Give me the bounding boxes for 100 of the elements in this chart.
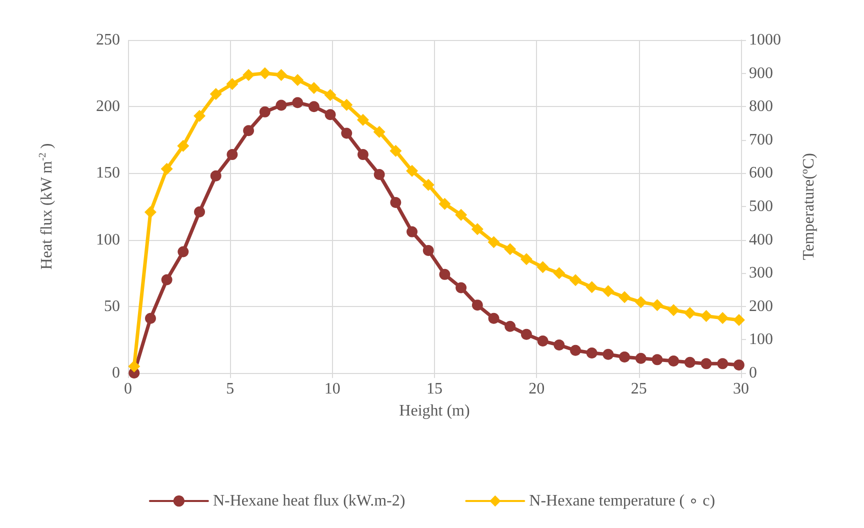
point [259, 106, 270, 118]
point [258, 67, 271, 80]
y2-tick-label: 300 [749, 264, 773, 282]
point [324, 109, 336, 120]
point [732, 314, 745, 326]
point [160, 162, 173, 175]
point [243, 125, 254, 136]
point [684, 356, 696, 368]
point [210, 88, 222, 100]
point [210, 170, 222, 182]
point [161, 274, 172, 286]
point [144, 206, 156, 218]
point [668, 304, 680, 316]
y-tick-label: 50 [104, 298, 120, 315]
point [586, 281, 598, 294]
point [635, 352, 646, 364]
point [602, 285, 614, 298]
y2-tick-label: 0 [749, 364, 757, 382]
point [390, 144, 402, 157]
legend-label: N-Hexane heat flux (kW.m-2) [212, 492, 406, 510]
point [520, 253, 532, 266]
y2-axis-title: Temperature(ºC) [800, 153, 818, 260]
x-tick-label: 25 [630, 380, 647, 398]
point [733, 360, 744, 371]
point [618, 291, 631, 304]
y2-tick-label: 600 [749, 164, 773, 182]
point [586, 348, 598, 359]
point [553, 267, 566, 280]
y-tick-label: 0 [112, 364, 120, 382]
point [569, 274, 582, 286]
point [471, 223, 484, 236]
point [356, 114, 369, 126]
point [520, 328, 532, 340]
point [340, 98, 353, 111]
point [275, 68, 288, 81]
point [652, 354, 663, 366]
x-tick-label: 30 [733, 380, 749, 398]
point [292, 97, 304, 108]
point [276, 100, 287, 111]
point [374, 169, 385, 180]
y2-tick-label: 400 [749, 231, 773, 248]
point [128, 360, 140, 372]
y2-tick-label: 500 [749, 198, 773, 215]
point [700, 310, 712, 322]
point [406, 226, 418, 238]
point [308, 82, 320, 94]
point [602, 348, 614, 360]
y2-tick-label: 900 [749, 64, 773, 82]
point [634, 296, 647, 308]
point [700, 358, 712, 370]
y2-tick-label: 100 [749, 331, 773, 348]
point [472, 300, 483, 311]
y2-tick-label: 700 [749, 131, 773, 148]
point [716, 312, 729, 324]
point [341, 128, 352, 139]
legend-label: N-Hexane temperature ( ∘ c) [529, 492, 716, 510]
point [438, 198, 451, 210]
point [242, 68, 255, 81]
y-tick-label: 200 [96, 98, 120, 116]
point [373, 126, 386, 138]
point [439, 268, 450, 280]
point [651, 299, 664, 312]
point [570, 344, 581, 356]
point [537, 336, 548, 347]
point [668, 356, 680, 367]
point [455, 208, 468, 221]
point [406, 164, 418, 177]
point [226, 149, 238, 160]
point [226, 78, 238, 90]
point [619, 352, 630, 363]
y-axis-title: Heat flux (kW m-2 ) [38, 143, 56, 270]
point [504, 243, 516, 256]
x-axis-title: Height (m) [399, 402, 470, 420]
point [488, 236, 500, 248]
x-tick-label: 15 [426, 380, 442, 398]
point [536, 261, 549, 274]
point [178, 246, 189, 258]
point [292, 74, 304, 86]
point [488, 312, 500, 324]
point [308, 101, 320, 112]
y2-tick-label: 800 [749, 98, 773, 116]
y-tick-label: 250 [96, 32, 120, 48]
x-tick-label: 5 [226, 380, 234, 398]
point [456, 282, 467, 294]
point [554, 340, 565, 351]
point [194, 206, 206, 218]
x-tick-label: 0 [124, 380, 132, 398]
point [422, 244, 434, 256]
point [504, 320, 516, 332]
point [390, 197, 402, 208]
point [717, 358, 728, 370]
point [194, 110, 206, 122]
y-tick-label: 100 [96, 231, 120, 248]
y2-tick-label: 1000 [749, 32, 781, 48]
point [324, 88, 336, 101]
x-tick-label: 10 [324, 380, 340, 398]
point [357, 149, 368, 160]
point [177, 140, 190, 152]
y2-tick-label: 200 [749, 298, 773, 315]
point [422, 178, 434, 191]
